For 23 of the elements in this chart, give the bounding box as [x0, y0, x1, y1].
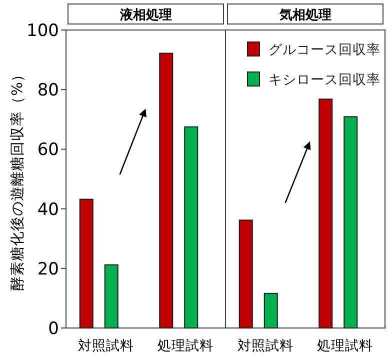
- bar: [318, 98, 333, 328]
- chart-title: 気相処理: [278, 8, 332, 23]
- chart-title: 液相処理: [118, 7, 172, 23]
- y-tick-label: 0: [48, 319, 59, 339]
- x-tick-label: 対照試料: [78, 338, 134, 354]
- bar: [238, 220, 253, 328]
- y-tick-label: 40: [37, 200, 59, 220]
- y-axis-title: 酵素糖化後の遊離糖回収率（%）: [9, 67, 26, 291]
- bar: [159, 52, 174, 328]
- bar: [344, 116, 358, 328]
- bar: [104, 264, 118, 328]
- legend-label: グルコース回収率: [268, 42, 380, 58]
- bar: [79, 198, 94, 328]
- x-tick-label: 処理試料: [317, 338, 374, 354]
- x-tick-label: 処理試料: [158, 338, 214, 354]
- y-tick-label: 80: [37, 80, 59, 101]
- x-tick-label: 対照試料: [237, 338, 294, 354]
- bar: [184, 126, 198, 328]
- bar: [264, 292, 278, 328]
- legend-label: キシロース回収率: [268, 72, 380, 88]
- y-tick-label: 60: [37, 140, 59, 160]
- y-tick-label: 100: [26, 21, 59, 41]
- y-tick-label: 20: [37, 259, 59, 280]
